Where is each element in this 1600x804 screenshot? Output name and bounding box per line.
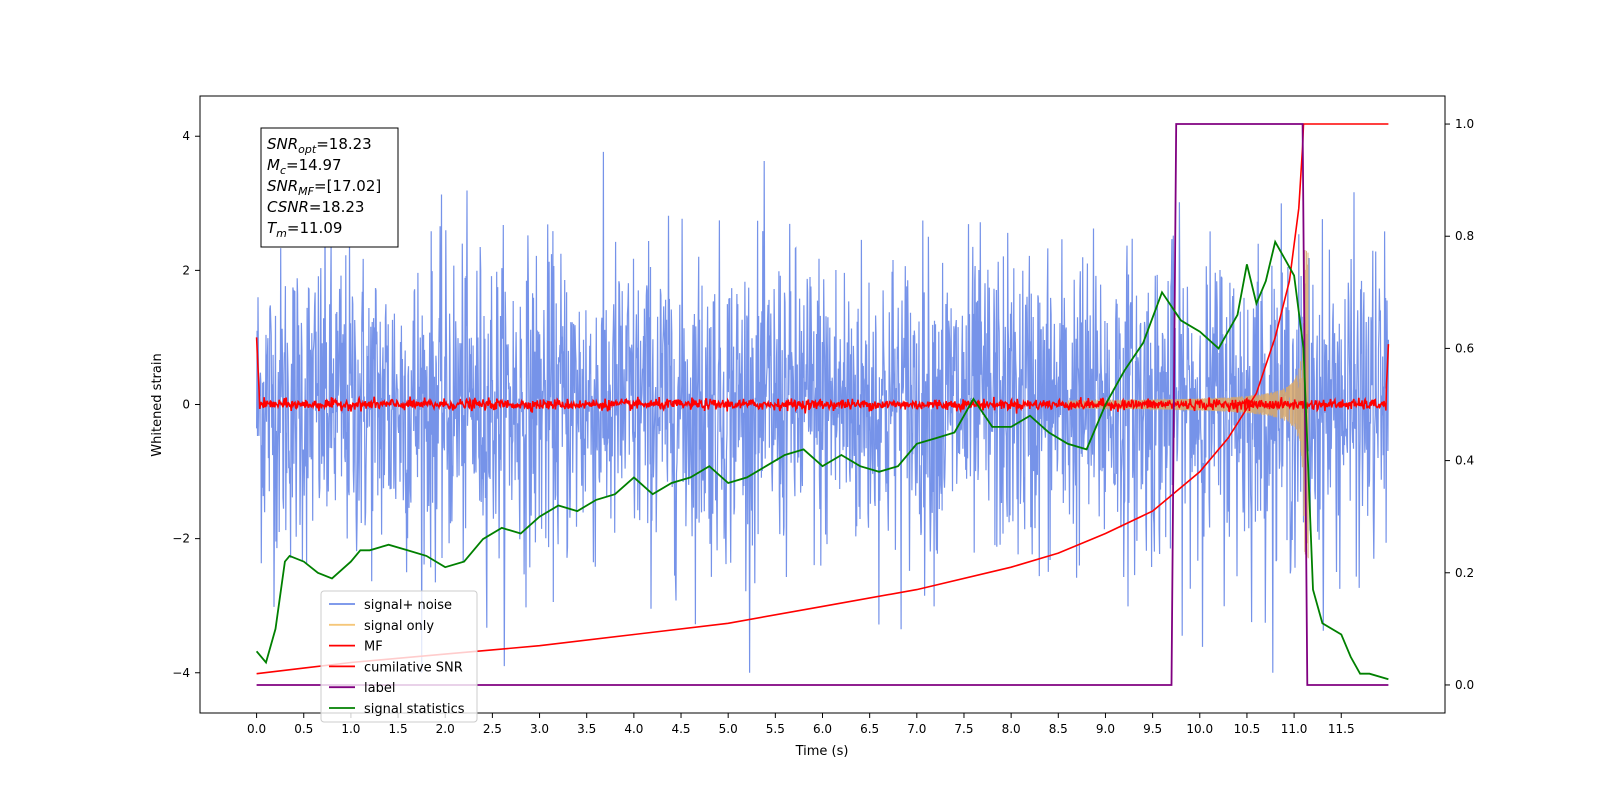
x-tick-label: 5.5 [766, 722, 785, 736]
annotation-line: Mc=14.97 [267, 156, 342, 177]
y-tick-label: 2 [182, 263, 190, 277]
x-tick-label: 10.0 [1186, 722, 1213, 736]
x-tick-label: 6.5 [860, 722, 879, 736]
y-axis-label: Whitened strain [150, 353, 165, 456]
y-tick-label: −2 [172, 532, 190, 546]
x-tick-label: 4.5 [671, 722, 690, 736]
legend-label: cumilative SNR [364, 660, 463, 675]
legend-label: signal only [364, 619, 434, 634]
annotation-line: SNRMF=[17.02] [267, 177, 381, 198]
series-signal-noise [256, 151, 1390, 673]
x-tick-label: 3.0 [530, 722, 549, 736]
x-tick-label: 1.0 [341, 722, 360, 736]
y-tick-label: 4 [182, 129, 190, 143]
x-axis-label: Time (s) [795, 744, 849, 759]
annotation-line: CSNR=18.23 [267, 198, 364, 216]
series-cumulative-snr [256, 123, 1389, 675]
x-tick-label: 11.5 [1328, 722, 1355, 736]
x-tick-label: 5.0 [719, 722, 738, 736]
x-tick-label: 8.5 [1049, 722, 1068, 736]
x-tick-label: 9.0 [1096, 722, 1115, 736]
y2-tick-label: 0.2 [1455, 566, 1474, 580]
x-tick-label: 2.0 [436, 722, 455, 736]
series-label [256, 123, 1389, 686]
annotation-line: Tm=11.09 [267, 219, 342, 240]
y2-tick-label: 1.0 [1455, 117, 1474, 131]
y2-tick-label: 0.0 [1455, 678, 1474, 692]
x-tick-label: 2.5 [483, 722, 502, 736]
annotation-line: SNRopt=18.23 [267, 135, 372, 156]
y2-tick-label: 0.6 [1455, 341, 1474, 355]
x-tick-label: 0.0 [247, 722, 266, 736]
legend-label: label [364, 681, 395, 696]
x-tick-label: 0.5 [294, 722, 313, 736]
legend-label: signal statistics [364, 702, 465, 717]
annotation-box [260, 127, 399, 248]
x-tick-label: 6.0 [813, 722, 832, 736]
x-tick-label: 11.0 [1281, 722, 1308, 736]
x-tick-label: 7.0 [907, 722, 926, 736]
y-tick-label: −4 [172, 666, 190, 680]
series-signal-statistics [255, 239, 1389, 681]
x-tick-label: 8.0 [1002, 722, 1021, 736]
x-tick-label: 3.5 [577, 722, 596, 736]
legend-label: MF [364, 640, 383, 655]
series-mf [255, 337, 1390, 414]
legend-box [320, 590, 478, 723]
x-tick-label: 1.5 [389, 722, 408, 736]
y2-tick-label: 0.4 [1455, 454, 1474, 468]
y2-tick-label: 0.8 [1455, 229, 1474, 243]
x-tick-label: 10.5 [1234, 722, 1261, 736]
x-tick-label: 9.5 [1143, 722, 1162, 736]
y-tick-label: 0 [182, 398, 190, 412]
legend-label: signal+ noise [364, 598, 452, 613]
x-tick-label: 4.0 [624, 722, 643, 736]
x-tick-label: 7.5 [954, 722, 973, 736]
